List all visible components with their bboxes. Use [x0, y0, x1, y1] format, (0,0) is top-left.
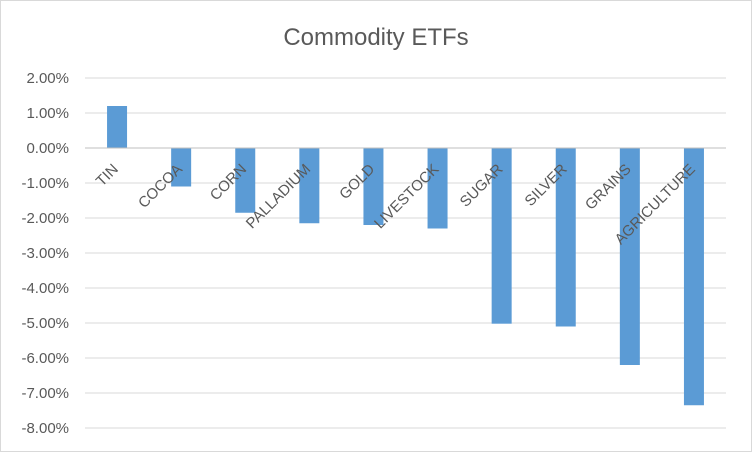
bar-grains — [619, 148, 640, 365]
y-tick-label: -2.00% — [21, 210, 69, 227]
bar-gold — [363, 148, 384, 225]
bar-sugar — [491, 148, 512, 324]
bar-agriculture — [683, 148, 704, 406]
y-tick-label: 0.00% — [26, 140, 69, 157]
y-tick-label: -4.00% — [21, 280, 69, 297]
bars — [107, 106, 704, 406]
y-tick-label: 1.00% — [26, 105, 69, 122]
chart-title: Commodity ETFs — [283, 24, 468, 51]
x-tick-label: TIN — [93, 161, 122, 190]
y-tick-label: -7.00% — [21, 385, 69, 402]
gridlines — [85, 77, 726, 429]
y-axis-tick-labels: 2.00% 1.00% 0.00% -1.00% -2.00% -3.00% -4.00% -… — [21, 70, 69, 437]
y-tick-label: -8.00% — [21, 420, 69, 437]
y-tick-label: 2.00% — [26, 70, 69, 87]
bar-silver — [555, 148, 576, 327]
bar-livestock — [427, 148, 448, 229]
y-tick-label: -5.00% — [21, 315, 69, 332]
bar-corn — [235, 148, 256, 213]
y-tick-label: -6.00% — [21, 350, 69, 367]
bar-tin — [107, 106, 128, 148]
bar-palladium — [299, 148, 320, 224]
y-tick-label: -1.00% — [21, 175, 69, 192]
bar-cocoa — [171, 148, 192, 187]
y-tick-label: -3.00% — [21, 245, 69, 262]
